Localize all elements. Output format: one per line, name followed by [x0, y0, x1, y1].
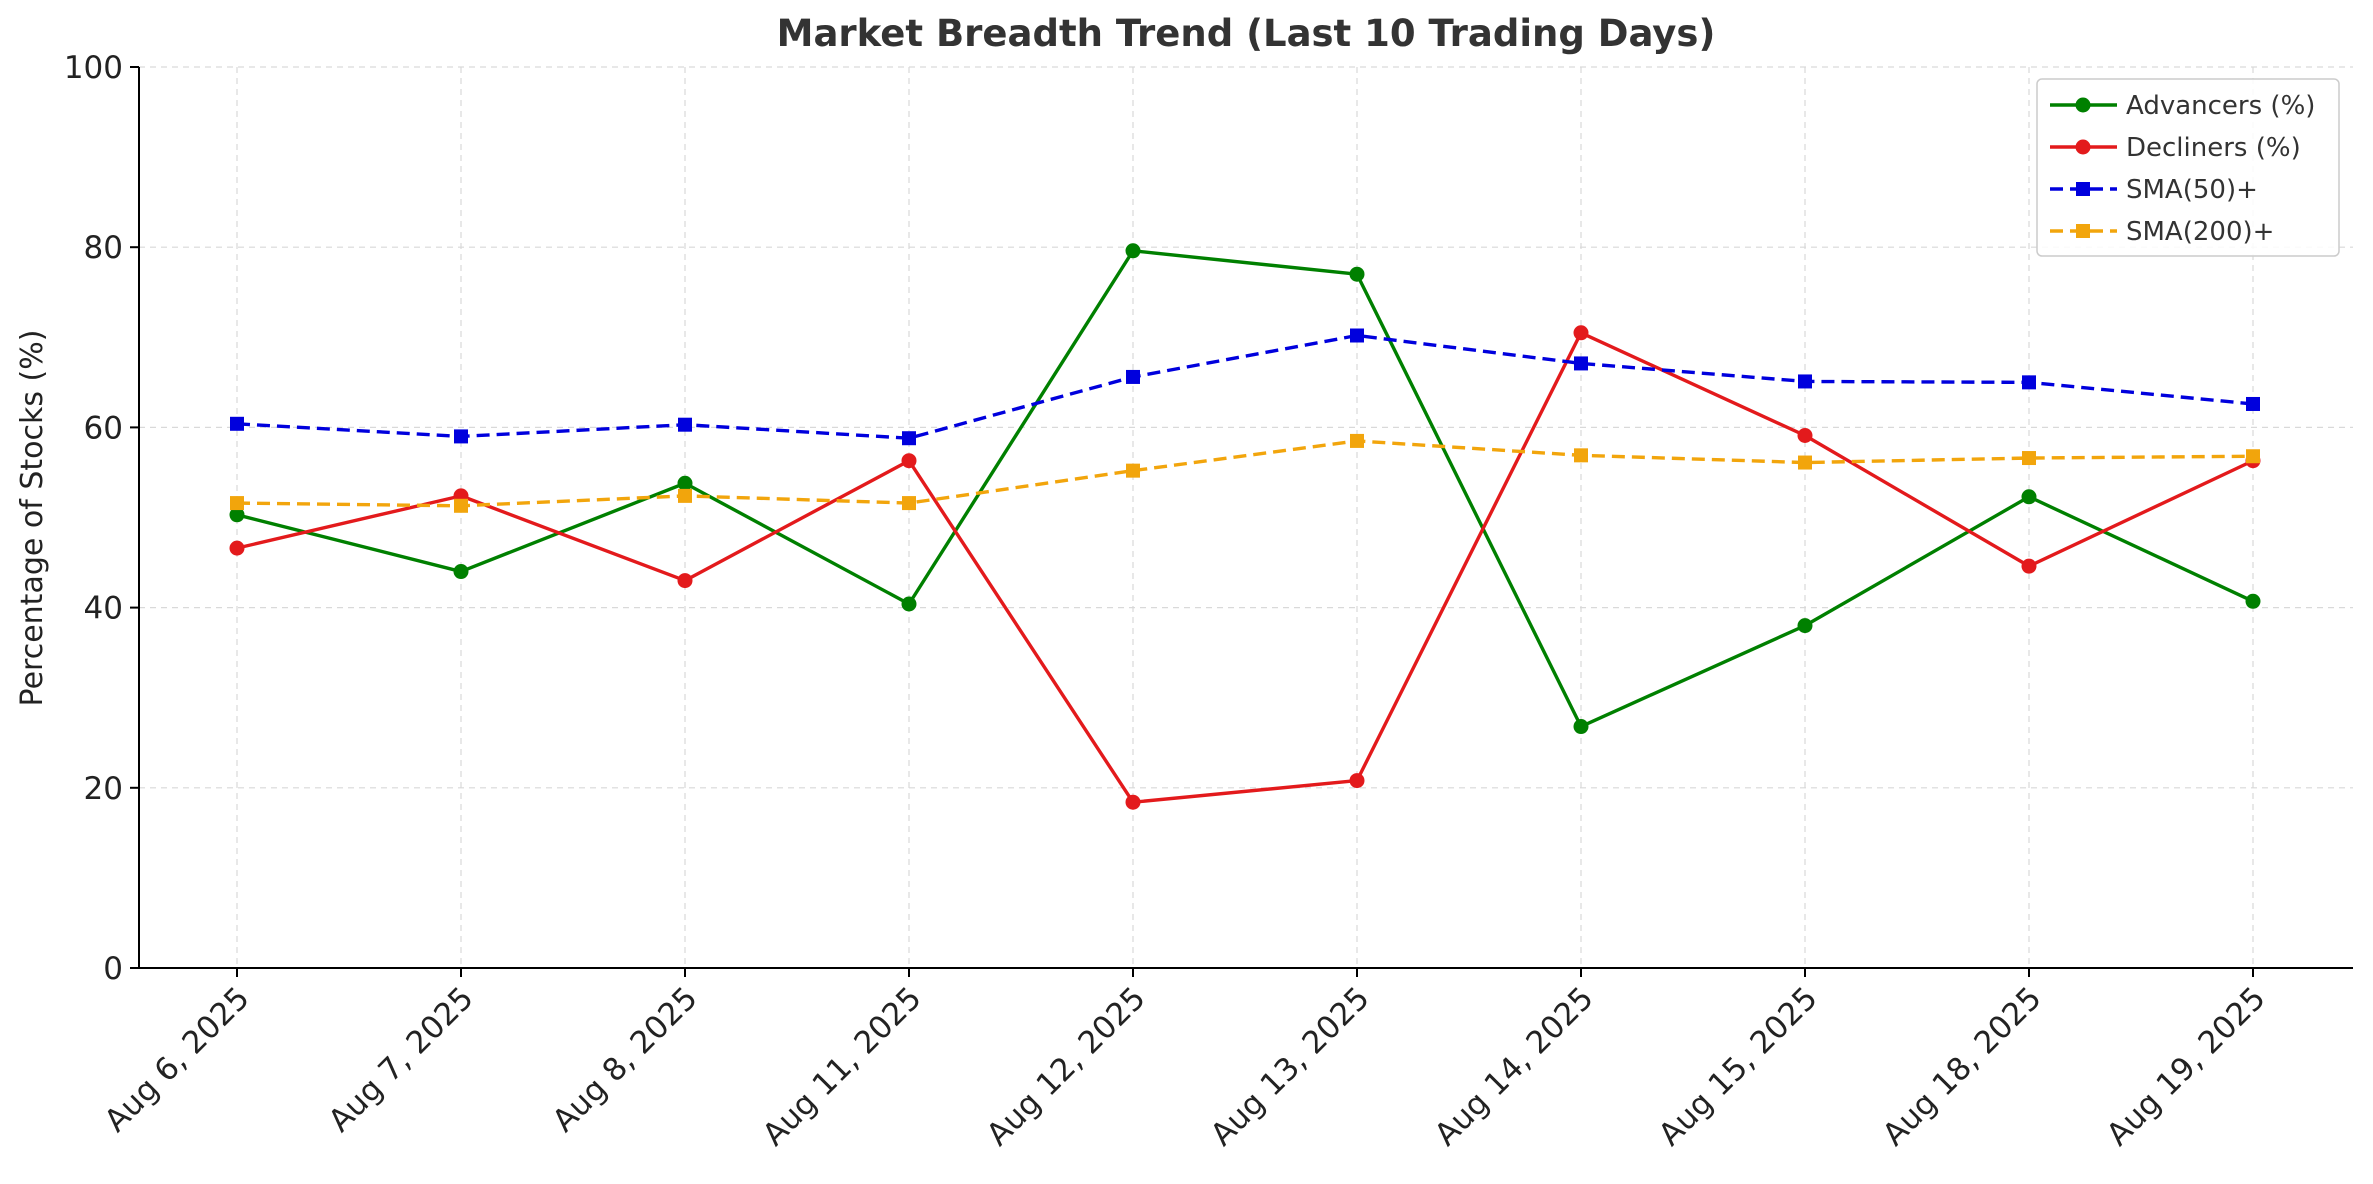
data-point — [229, 540, 245, 556]
chart-title: Market Breadth Trend (Last 10 Trading Da… — [777, 12, 1716, 55]
data-point — [453, 564, 469, 580]
legend-swatch-marker — [2075, 139, 2091, 155]
data-point — [902, 496, 916, 511]
y-tick-label: 80 — [84, 230, 123, 266]
data-point — [454, 498, 468, 513]
y-tick-label: 40 — [84, 591, 123, 627]
data-point — [1350, 433, 1364, 448]
legend-label: SMA(200)+ — [2126, 217, 2274, 247]
x-tick-label: Aug 11, 2025 — [756, 980, 929, 1153]
data-point — [2021, 489, 2037, 505]
data-point — [1350, 328, 1364, 343]
y-axis-label: Percentage of Stocks (%) — [15, 330, 50, 707]
data-point — [1797, 618, 1813, 634]
x-tick-label: Aug 8, 2025 — [546, 980, 705, 1139]
legend-swatch-marker — [2076, 182, 2090, 196]
series-1 — [229, 325, 2261, 810]
data-point — [1349, 266, 1365, 282]
data-point — [1797, 428, 1813, 444]
x-tick-label: Aug 13, 2025 — [1204, 980, 1377, 1153]
series-line — [236, 333, 2254, 440]
y-tick-label: 0 — [103, 951, 123, 987]
x-tick-label: Aug 15, 2025 — [1652, 980, 1825, 1153]
legend-label: Decliners (%) — [2126, 133, 2301, 163]
data-point — [2021, 558, 2037, 574]
series-3 — [230, 433, 2260, 513]
series-group — [229, 243, 2261, 810]
legend-swatch-marker — [2076, 224, 2090, 238]
legend-item: Advancers (%) — [2050, 91, 2315, 121]
series-line — [236, 439, 2254, 508]
series-0 — [229, 243, 2261, 735]
data-point — [454, 429, 468, 444]
x-tick-label: Aug 12, 2025 — [980, 980, 1153, 1153]
data-point — [678, 488, 692, 503]
data-point — [2245, 593, 2261, 609]
data-point — [230, 496, 244, 511]
data-point — [1125, 243, 1141, 259]
tick-labels: 0 20 40 60 80 100 Aug 6, 2025 Aug 7, 2025 Aug 8,… — [64, 50, 2273, 1153]
data-point — [1798, 455, 1812, 470]
legend-box — [2036, 78, 2340, 257]
legend-item: Decliners (%) — [2050, 133, 2301, 163]
legend-item: SMA(50)+ — [2050, 175, 2258, 205]
data-point — [2246, 449, 2260, 464]
legend: Advancers (%) Decliners (%) SMA(50)+ SMA(20… — [2036, 78, 2340, 257]
data-point — [2022, 451, 2036, 466]
data-point — [1573, 719, 1589, 735]
data-point — [230, 416, 244, 431]
series-line — [236, 331, 2254, 804]
data-point — [1574, 448, 1588, 463]
data-point — [1126, 463, 1140, 478]
legend-label: SMA(50)+ — [2126, 175, 2258, 205]
data-point — [1126, 369, 1140, 384]
x-tick-label: Aug 14, 2025 — [1428, 980, 1601, 1153]
y-tick-label: 60 — [84, 410, 123, 446]
data-point — [902, 431, 916, 446]
data-point — [1349, 773, 1365, 789]
data-point — [677, 475, 693, 491]
data-point — [1798, 374, 1812, 389]
x-tick-label: Aug 7, 2025 — [322, 980, 481, 1139]
data-point — [2246, 396, 2260, 411]
grid-lines — [139, 66, 2353, 969]
data-point — [901, 453, 917, 469]
series-2 — [230, 328, 2260, 446]
y-tick-label: 20 — [84, 771, 123, 807]
x-tick-label: Aug 6, 2025 — [98, 980, 257, 1139]
series-line — [236, 249, 2254, 729]
y-tick-label: 100 — [64, 50, 123, 86]
data-point — [677, 573, 693, 589]
axes — [138, 67, 2353, 969]
data-point — [1125, 794, 1141, 810]
legend-swatch-marker — [2075, 97, 2091, 113]
data-point — [901, 596, 917, 612]
data-point — [1573, 325, 1589, 341]
data-point — [2022, 375, 2036, 390]
data-point — [1574, 356, 1588, 371]
data-point — [678, 417, 692, 432]
x-tick-label: Aug 18, 2025 — [1876, 980, 2049, 1153]
data-point — [229, 507, 245, 523]
legend-label: Advancers (%) — [2126, 91, 2315, 121]
x-tick-label: Aug 19, 2025 — [2100, 980, 2273, 1153]
legend-item: SMA(200)+ — [2050, 217, 2274, 247]
